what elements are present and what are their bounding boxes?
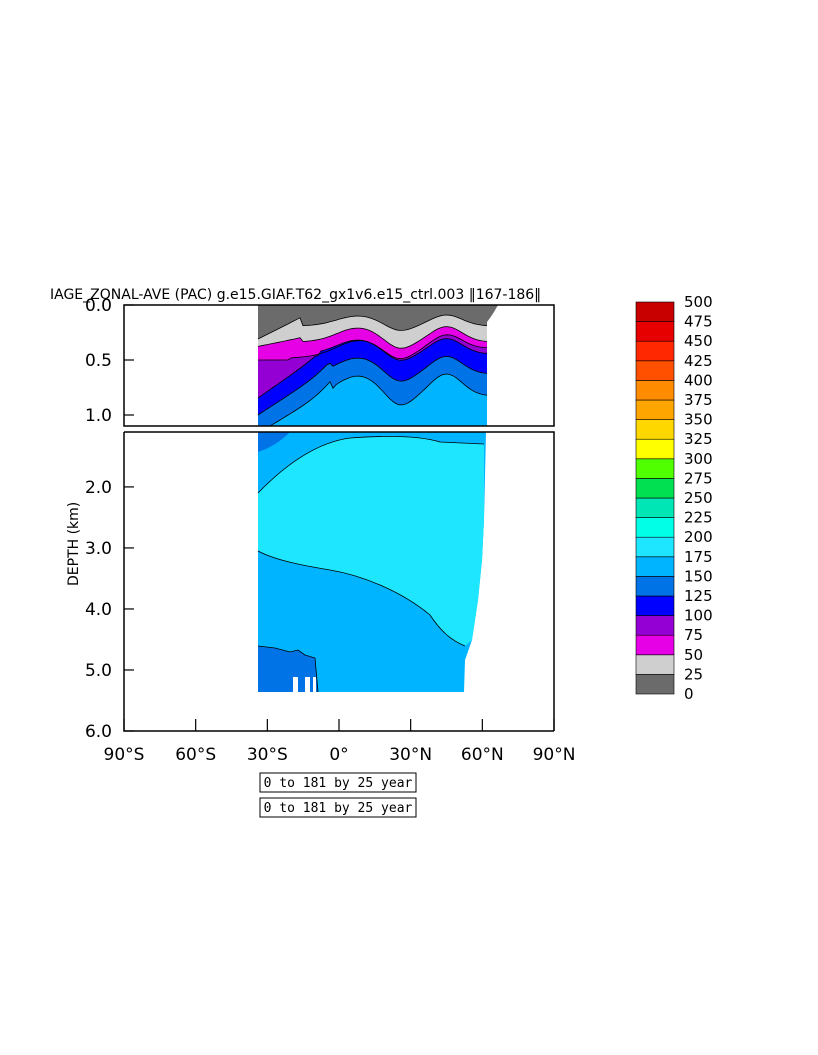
colorbar-swatch [635,458,675,479]
x-tick-label: 90°S [104,745,145,765]
contour-line [257,338,488,399]
colorbar-label: 100 [684,607,713,625]
colorbar-label: 225 [684,509,713,527]
contour-line [257,355,488,416]
colorbar-swatch [635,399,675,420]
colorbar-label: 175 [684,548,713,566]
colorbar-label: 250 [684,489,713,507]
colorbar-swatch [635,438,675,460]
colorbar-label: 500 [684,293,713,311]
upper-plot-frame [123,304,555,427]
colorbar-label: 325 [684,430,713,448]
x-tick-label: 60°S [175,745,216,765]
upper-contour-fill [258,305,498,426]
colorbar-swatch [635,360,675,381]
band-175-200 [258,436,484,646]
colorbar-label: 125 [684,587,713,605]
contour-line [258,373,488,427]
x-axis-ticks: 90°S 60°S 30°S 0° 30°N 60°N 90°N [104,719,576,765]
colorbar-label: 200 [684,528,713,546]
y-tick-label: 4.0 [85,600,112,620]
lower-plot-frame [124,431,555,731]
x-tick-label: 30°N [389,745,432,765]
colorbar-label: 75 [684,626,703,644]
y-axis-label: DEPTH (km) [66,502,82,586]
topography-mask [293,677,298,692]
chart-title: IAGE_ZONAL-AVE (PAC) g.e15.GIAF.T62_gx1v… [50,287,541,303]
band-0-25 [258,305,487,339]
colorbar-label: 50 [684,646,703,664]
upper-contour-lines [257,314,488,427]
colorbar-swatch [635,634,675,656]
colorbar-label: 150 [684,567,713,585]
lower-contour-fill [258,432,486,692]
colorbar-label: 375 [684,391,713,409]
lower-contour-lines [257,435,485,693]
colorbar-swatch [635,380,675,401]
contour-interval-box [259,772,417,793]
contour-interval-text: 0 to 181 by 25 year [264,776,413,791]
y-tick-label: 3.0 [85,539,112,559]
colorbar-swatch [635,497,675,518]
x-tick-label: 90°N [533,745,576,765]
y-tick-label: 5.0 [85,661,112,681]
colorbar-label: 475 [684,313,713,331]
band-100-125 [258,338,487,415]
upper-panel: 0.0 0.5 1.0 [85,296,555,427]
colorbar-label: 425 [684,352,713,370]
colorbar-label: 275 [684,469,713,487]
x-tick-label: 60°N [461,745,504,765]
contour-line [257,435,485,494]
band-50-75 [258,326,487,360]
colorbar-label: 25 [684,665,703,683]
colorbar-swatch [635,674,675,695]
colorbar-swatch [635,301,675,322]
colorbar-swatch [635,654,675,675]
colorbar-swatch [635,478,675,499]
lower-y-ticks: 2.0 3.0 4.0 5.0 6.0 [85,478,134,742]
colorbar-swatch [635,576,675,597]
contour-interval-box [259,797,417,818]
colorbar-swatch [635,340,675,362]
colorbar-swatch [635,419,675,440]
colorbar-label: 450 [684,332,713,350]
contour-interval-text: 0 to 181 by 25 year [264,801,413,816]
band-125-150-deep [258,646,318,692]
colorbar-swatch [635,517,675,538]
band-0-25-edge [487,305,498,322]
colorbar-swatch [635,615,675,636]
upper-y-ticks: 0.0 0.5 1.0 [85,296,134,426]
colorbar-label: 400 [684,371,713,389]
x-tick-label: 30°S [247,745,288,765]
colorbar-swatch [635,321,675,342]
topography-mask [305,677,310,692]
contour-line [257,314,487,340]
lower-panel: 2.03.04.05.06.0 90°S 60°S 30°S 0° 30°N 60°N 90… [85,431,576,765]
band-150-175 [258,374,487,426]
y-tick-label: 0.5 [85,351,112,371]
colorbar-label: 300 [684,450,713,468]
band-125-150 [258,432,290,452]
x-tick-label: 0° [329,745,348,765]
colorbar-swatch [635,595,675,616]
contour-interval-boxes: 0 to 181 by 25 year 0 to 181 by 25 year [259,772,417,818]
contour-line [257,645,319,693]
y-tick-label: 0.0 [85,296,112,316]
colorbar-label: 350 [684,411,713,429]
colorbar-label: 0 [684,685,694,703]
y-tick-label: 2.0 [85,478,112,498]
band-125-150 [258,356,487,426]
colorbar-swatch [635,536,675,558]
y-tick-label: 1.0 [85,406,112,426]
colorbar-swatch [635,556,675,577]
y-tick-label: 6.0 [85,722,112,742]
topography-mask [313,677,316,692]
contour-line [257,550,466,647]
contour-line [257,326,488,349]
